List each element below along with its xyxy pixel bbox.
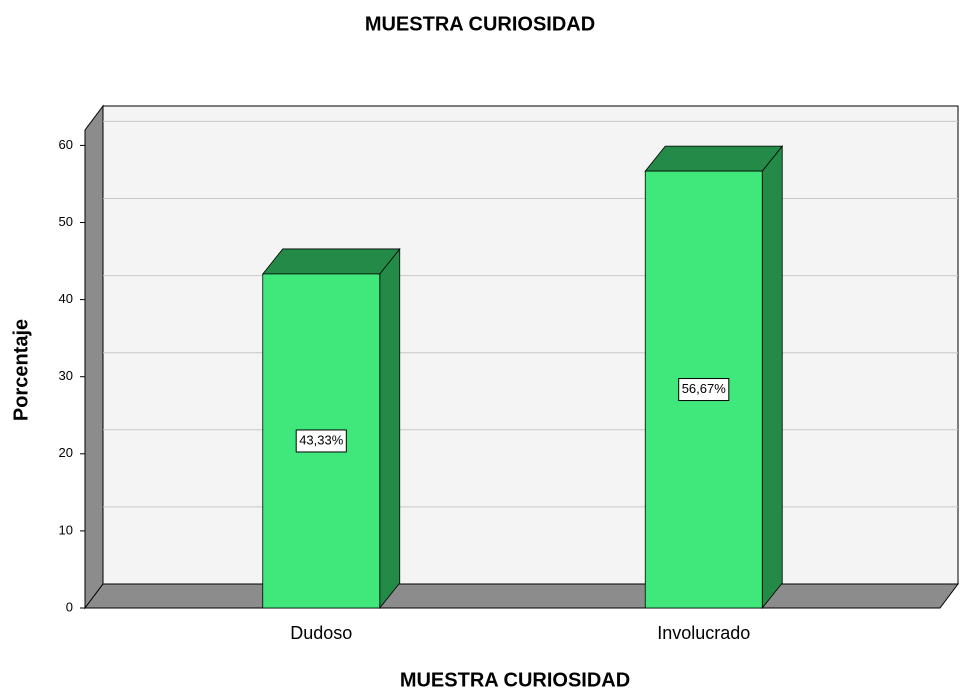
y-tick-label: 10 bbox=[59, 522, 73, 537]
back-wall bbox=[102, 105, 959, 585]
y-tick-label: 0 bbox=[66, 599, 73, 614]
y-tick-label: 20 bbox=[59, 445, 73, 460]
y-tick-label: 50 bbox=[59, 214, 73, 229]
bar-top bbox=[261, 248, 401, 275]
bar-side bbox=[761, 144, 783, 610]
x-tick-label: Dudoso bbox=[290, 623, 352, 643]
x-tick-label: Involucrado bbox=[657, 623, 750, 643]
floor bbox=[84, 583, 959, 609]
x-axis-label: MUESTRA CURIOSIDAD bbox=[400, 669, 630, 691]
value-label-box bbox=[295, 429, 347, 453]
y-tick-label: 40 bbox=[59, 291, 73, 306]
y-tick-label: 30 bbox=[59, 368, 73, 383]
bar-side bbox=[379, 247, 401, 610]
chart-title: MUESTRA CURIOSIDAD bbox=[365, 13, 595, 35]
y-tick-label: 60 bbox=[59, 137, 73, 152]
value-label-box bbox=[678, 378, 730, 402]
left-wall bbox=[84, 104, 104, 610]
value-label: 43,33% bbox=[299, 432, 344, 447]
value-label: 56,67% bbox=[682, 381, 727, 396]
y-axis-label: Porcentaje bbox=[10, 319, 32, 421]
bar bbox=[261, 247, 401, 610]
bar bbox=[644, 144, 784, 610]
bar-top bbox=[644, 145, 784, 172]
